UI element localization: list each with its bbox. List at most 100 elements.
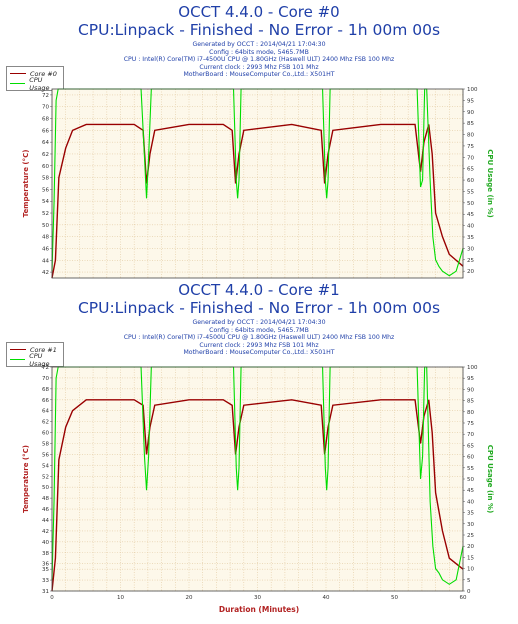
legend-item-core: Core #1 (10, 345, 57, 354)
y-right-axis-label: CPU Usage (in %) (486, 445, 494, 513)
x-tick-label: 10 (117, 595, 124, 601)
legend-label-cpu: CPU Usage (29, 351, 50, 368)
y-left-tick-label: 58 (42, 176, 49, 182)
y-right-tick-label: 90 (467, 387, 474, 393)
y-left-tick-label: 42 (42, 529, 49, 535)
y-left-tick-label: 62 (42, 152, 49, 158)
y-right-tick-label: 20 (467, 544, 474, 550)
legend-swatch-core (10, 73, 26, 74)
legend-label-core: Core #1 (30, 345, 57, 354)
chart-title: OCCT 4.4.0 - Core #0 (178, 3, 340, 21)
y-right-tick-label: 35 (467, 235, 474, 241)
y-right-axis-label: CPU Usage (in %) (486, 149, 494, 217)
series-line-temperature (51, 123, 464, 279)
y-right-tick-label: 95 (467, 376, 474, 382)
y-right-tick-label: 95 (467, 98, 474, 104)
y-right-tick-label: 30 (467, 522, 474, 528)
y-right-tick-label: 55 (467, 189, 474, 195)
x-tick-label: 0 (50, 595, 54, 601)
x-tick-label: 30 (254, 595, 261, 601)
info-generated: Generated by OCCT : 2014/04/21 17:04:30 (192, 319, 326, 326)
y-left-tick-label: 48 (42, 235, 49, 241)
y-right-tick-label: 40 (467, 224, 474, 230)
y-right-tick-label: 20 (467, 269, 474, 275)
series-line-temperature (51, 399, 464, 592)
y-left-tick-label: 46 (42, 246, 49, 252)
info-config: Config : 64bits mode, 5465.7MB (209, 48, 309, 56)
y-left-tick-label: 66 (42, 128, 49, 134)
y-left-tick-label: 68 (42, 117, 49, 123)
y-right-tick-label: 15 (467, 555, 474, 561)
y-left-tick-label: 48 (42, 496, 49, 502)
info-motherboard: MotherBoard : MouseComputer Co.,Ltd.: X5… (183, 349, 335, 357)
legend-item-cpu: CPU Usage (10, 352, 63, 368)
y-left-tick-label: 54 (42, 463, 49, 469)
x-tick-label: 50 (391, 595, 398, 601)
y-right-tick-label: 75 (467, 144, 474, 150)
y-left-tick-label: 56 (42, 452, 49, 458)
y-left-tick-label: 54 (42, 199, 49, 205)
y-left-axis-label: Temperature (°C) (22, 445, 30, 513)
chart-legend: Core #0 CPU Usage (6, 66, 64, 92)
y-left-tick-label: 50 (42, 485, 49, 491)
info-clock: Current clock : 2993 Mhz FSB 101 Mhz (199, 341, 319, 349)
y-right-tick-label: 60 (467, 178, 474, 184)
x-tick-label: 40 (323, 595, 330, 601)
x-tick-label: 20 (186, 595, 193, 601)
y-right-tick-label: 65 (467, 443, 474, 449)
y-right-tick-label: 75 (467, 421, 474, 427)
legend-swatch-cpu (10, 359, 26, 360)
y-left-tick-label: 38 (42, 551, 49, 557)
x-tick-label: 60 (460, 595, 467, 601)
legend-label-core: Core #0 (30, 69, 57, 78)
info-cpu: CPU : Intel(R) Core(TM) i7-4500U CPU @ 1… (123, 56, 395, 64)
y-right-tick-label: 80 (467, 133, 474, 139)
y-right-tick-label: 60 (467, 455, 474, 461)
y-left-tick-label: 33 (42, 578, 49, 584)
legend-label-cpu: CPU Usage (29, 75, 50, 92)
chart-legend: Core #1 CPU Usage (6, 342, 64, 368)
x-axis-label: Duration (Minutes) (218, 605, 300, 614)
chart-title: OCCT 4.4.0 - Core #1 (178, 281, 340, 299)
info-cpu: CPU : Intel(R) Core(TM) i7-4500U CPU @ 1… (123, 334, 395, 342)
series-line-cpu-usage (51, 366, 464, 585)
y-right-tick-label: 80 (467, 410, 474, 416)
y-right-tick-label: 90 (467, 110, 474, 116)
y-right-tick-label: 50 (467, 477, 474, 483)
chart-info: Generated by OCCT : 2014/04/21 17:04:30 … (0, 41, 518, 79)
chart-info: Generated by OCCT : 2014/04/21 17:04:30 … (0, 319, 518, 357)
y-right-tick-label: 70 (467, 155, 474, 161)
y-right-tick-label: 30 (467, 246, 474, 252)
y-left-tick-label: 56 (42, 187, 49, 193)
y-right-tick-label: 50 (467, 201, 474, 207)
y-right-tick-label: 35 (467, 511, 474, 517)
y-right-tick-label: 10 (467, 567, 474, 573)
y-right-tick-label: 85 (467, 121, 474, 127)
y-right-tick-label: 45 (467, 212, 474, 218)
y-right-tick-label: 70 (467, 432, 474, 438)
y-right-tick-label: 5 (467, 578, 471, 584)
y-left-tick-label: 42 (42, 270, 49, 276)
y-left-tick-label: 68 (42, 387, 49, 393)
y-left-tick-label: 62 (42, 420, 49, 426)
y-left-tick-label: 35 (42, 567, 49, 573)
legend-item-cpu: CPU Usage (10, 76, 63, 92)
y-left-tick-label: 60 (42, 431, 49, 437)
y-left-tick-label: 70 (42, 376, 49, 382)
chart-subtitle: CPU:Linpack - Finished - No Error - 1h 0… (77, 21, 441, 39)
y-left-tick-label: 64 (42, 409, 49, 415)
y-left-tick-label: 44 (42, 518, 49, 524)
chart-panel-core0: OCCT 4.4.0 - Core #0 CPU:Linpack - Finis… (0, 0, 518, 300)
y-left-tick-label: 72 (42, 365, 49, 371)
legend-item-core: Core #0 (10, 69, 57, 78)
info-generated: Generated by OCCT : 2014/04/21 17:04:30 (192, 41, 326, 48)
y-left-tick-label: 64 (42, 140, 49, 146)
y-left-tick-label: 52 (42, 211, 49, 217)
y-left-tick-label: 31 (42, 589, 49, 595)
y-left-tick-label: 66 (42, 398, 49, 404)
y-left-tick-label: 44 (42, 258, 49, 264)
y-left-tick-label: 58 (42, 441, 49, 447)
y-right-tick-label: 85 (467, 399, 474, 405)
